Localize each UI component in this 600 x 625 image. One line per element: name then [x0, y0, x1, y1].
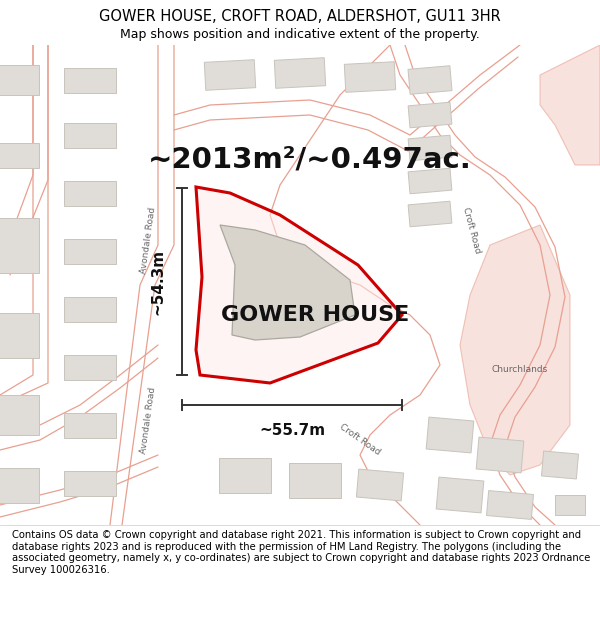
Polygon shape: [64, 296, 116, 321]
Text: Avondale Road: Avondale Road: [139, 206, 157, 274]
Polygon shape: [408, 66, 452, 94]
Polygon shape: [0, 468, 39, 502]
Text: ~2013m²/~0.497ac.: ~2013m²/~0.497ac.: [148, 146, 472, 174]
Polygon shape: [476, 437, 524, 473]
Polygon shape: [64, 122, 116, 148]
Polygon shape: [64, 354, 116, 379]
Polygon shape: [64, 239, 116, 264]
Polygon shape: [205, 60, 256, 90]
Polygon shape: [64, 68, 116, 92]
Text: Map shows position and indicative extent of the property.: Map shows position and indicative extent…: [120, 28, 480, 41]
Polygon shape: [0, 395, 39, 435]
Polygon shape: [541, 451, 578, 479]
Text: ~54.3m: ~54.3m: [150, 248, 165, 314]
Polygon shape: [0, 312, 39, 358]
Text: GOWER HOUSE: GOWER HOUSE: [221, 305, 409, 325]
Polygon shape: [356, 469, 404, 501]
Polygon shape: [219, 458, 271, 492]
Polygon shape: [408, 168, 452, 194]
Text: Churchlands: Churchlands: [492, 366, 548, 374]
Polygon shape: [0, 65, 39, 95]
Polygon shape: [408, 135, 452, 161]
Text: Contains OS data © Crown copyright and database right 2021. This information is : Contains OS data © Crown copyright and d…: [12, 530, 590, 575]
Polygon shape: [408, 201, 452, 227]
Polygon shape: [540, 45, 600, 165]
Polygon shape: [344, 62, 395, 92]
Polygon shape: [408, 102, 452, 127]
Text: Croft Road: Croft Road: [338, 422, 382, 457]
Polygon shape: [196, 187, 402, 383]
Polygon shape: [0, 142, 39, 168]
Polygon shape: [220, 225, 355, 340]
Polygon shape: [0, 217, 39, 272]
Text: ~55.7m: ~55.7m: [259, 423, 325, 438]
Polygon shape: [64, 471, 116, 496]
Polygon shape: [460, 225, 570, 475]
Polygon shape: [64, 181, 116, 206]
Polygon shape: [274, 58, 326, 88]
Text: Croft Road: Croft Road: [461, 206, 482, 254]
Polygon shape: [555, 495, 585, 515]
Text: Avondale Road: Avondale Road: [139, 386, 157, 454]
Polygon shape: [426, 417, 474, 453]
Text: GOWER HOUSE, CROFT ROAD, ALDERSHOT, GU11 3HR: GOWER HOUSE, CROFT ROAD, ALDERSHOT, GU11…: [99, 9, 501, 24]
Polygon shape: [64, 412, 116, 437]
Polygon shape: [436, 477, 484, 513]
Polygon shape: [289, 462, 341, 498]
Polygon shape: [487, 491, 533, 519]
